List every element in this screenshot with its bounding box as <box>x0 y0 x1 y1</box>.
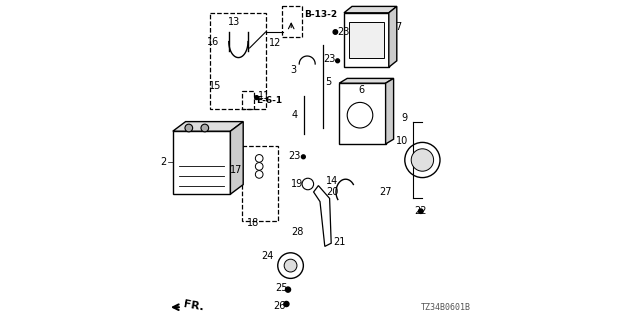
Text: 7: 7 <box>396 22 401 32</box>
Polygon shape <box>230 122 243 194</box>
Text: 23: 23 <box>289 151 301 161</box>
Text: 9: 9 <box>402 113 408 124</box>
Text: 14: 14 <box>326 176 338 186</box>
Text: 13: 13 <box>227 17 240 28</box>
Text: 19: 19 <box>291 179 303 189</box>
Polygon shape <box>314 186 332 246</box>
Text: 16: 16 <box>207 36 219 47</box>
Circle shape <box>284 301 289 307</box>
Bar <box>242 146 278 221</box>
Circle shape <box>255 171 263 178</box>
Circle shape <box>255 163 263 170</box>
Circle shape <box>284 259 297 272</box>
Circle shape <box>301 155 305 159</box>
Text: 27: 27 <box>380 187 392 197</box>
Text: 6: 6 <box>358 84 365 95</box>
Text: 11: 11 <box>258 91 270 101</box>
Text: 10: 10 <box>396 136 408 146</box>
Circle shape <box>419 209 423 213</box>
Circle shape <box>336 59 340 63</box>
Circle shape <box>404 142 440 178</box>
Polygon shape <box>344 6 397 13</box>
Text: 12: 12 <box>269 38 282 48</box>
Text: 18: 18 <box>246 218 259 228</box>
Bar <box>282 6 303 37</box>
Text: 2: 2 <box>160 156 166 167</box>
Text: B-13-2: B-13-2 <box>304 10 337 19</box>
Polygon shape <box>385 78 394 144</box>
Text: 3: 3 <box>290 65 296 76</box>
Text: 21: 21 <box>333 236 345 247</box>
Text: TZ34B0601B: TZ34B0601B <box>420 303 470 312</box>
Text: FR.: FR. <box>183 299 205 312</box>
Bar <box>210 13 266 109</box>
Bar <box>344 13 389 67</box>
Text: 23: 23 <box>337 27 349 37</box>
Bar <box>173 131 230 194</box>
Text: 26: 26 <box>273 300 285 311</box>
Bar <box>339 83 385 144</box>
Text: 20: 20 <box>326 187 339 197</box>
Text: 22: 22 <box>415 206 427 216</box>
Polygon shape <box>173 122 243 131</box>
Circle shape <box>201 124 209 132</box>
Text: 23: 23 <box>323 54 335 64</box>
Bar <box>349 22 384 58</box>
Circle shape <box>185 124 193 132</box>
Circle shape <box>255 96 259 100</box>
Text: 24: 24 <box>261 251 274 261</box>
Text: 4: 4 <box>291 110 298 120</box>
Circle shape <box>285 287 291 292</box>
Circle shape <box>255 155 263 162</box>
Polygon shape <box>339 78 394 83</box>
Circle shape <box>333 30 338 34</box>
Text: 5: 5 <box>325 76 331 87</box>
Circle shape <box>302 178 314 190</box>
Circle shape <box>347 102 372 128</box>
Text: 25: 25 <box>275 283 287 293</box>
Text: E-6-1: E-6-1 <box>256 96 282 105</box>
Circle shape <box>412 149 434 171</box>
Circle shape <box>278 253 303 278</box>
Bar <box>242 91 254 109</box>
Polygon shape <box>388 6 397 67</box>
Text: 17: 17 <box>230 164 243 175</box>
Text: 15: 15 <box>209 81 222 92</box>
Text: 28: 28 <box>291 227 303 237</box>
